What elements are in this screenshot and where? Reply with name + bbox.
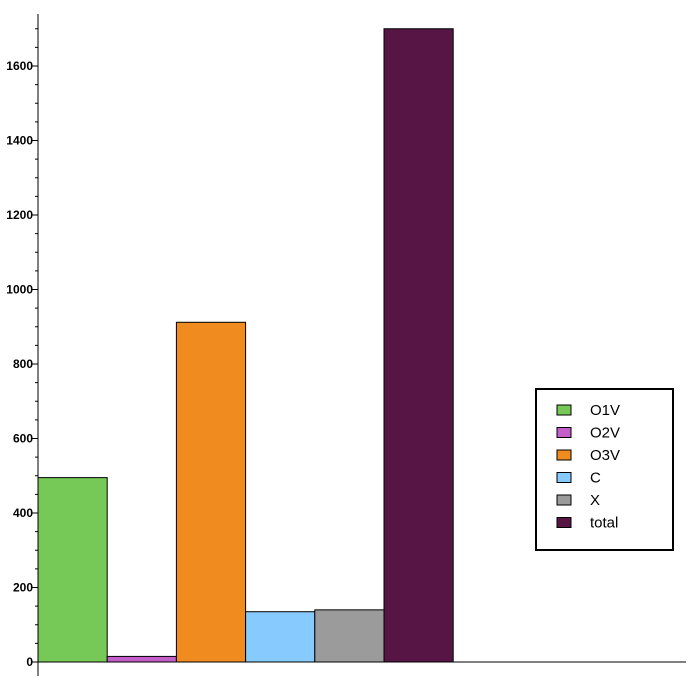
legend-swatch-c (556, 472, 572, 483)
y-tick-label: 0 (26, 655, 33, 669)
legend-swatch-o1v (556, 404, 572, 416)
y-tick-label: 400 (13, 506, 33, 520)
y-tick-label: 600 (13, 432, 33, 446)
legend-swatch-total (556, 517, 572, 528)
y-tick-label: 1600 (6, 59, 33, 73)
bars-group (37, 28, 454, 663)
y-tick-label: 200 (13, 581, 33, 595)
legend-label-c: C (590, 470, 601, 487)
y-tick-label: 800 (13, 357, 33, 371)
y-tick-label: 1200 (6, 208, 33, 222)
legend-label-total: total (590, 515, 618, 532)
legend-swatch-o3v (556, 449, 572, 461)
legend-label-o2v: O2V (590, 425, 620, 442)
bar-c (245, 611, 316, 663)
bar-o3v (175, 321, 247, 663)
axes-group: 0 200 400 600 800 1000 1200 1400 1600 (6, 14, 686, 676)
legend-swatch-o2v (556, 427, 572, 438)
bar-total (383, 28, 454, 663)
legend-label-o1v: O1V (590, 402, 620, 419)
bar-o2v (106, 655, 177, 663)
y-tick-label: 1400 (6, 134, 33, 148)
y-tick-label: 1000 (6, 283, 33, 297)
legend-swatch-x (556, 494, 572, 506)
legend-label-o3v: O3V (590, 447, 620, 464)
bar-x (314, 609, 385, 663)
bar-o1v (37, 477, 108, 663)
legend-label-x: X (590, 492, 600, 509)
